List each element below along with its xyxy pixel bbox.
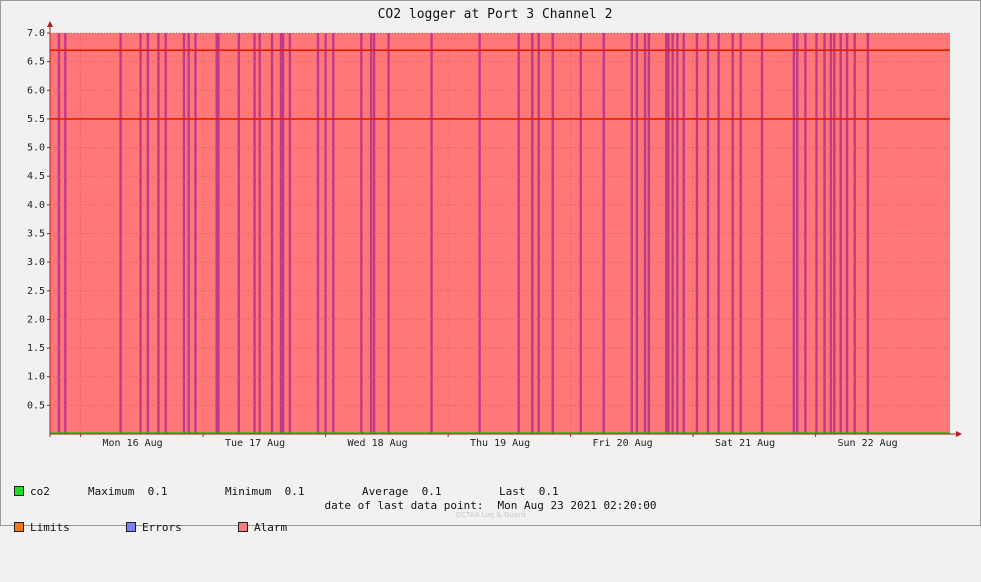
error-stripe [839,33,842,434]
error-stripe [194,33,197,434]
legend-co2-label: co2 [30,485,50,498]
legend-row-states: Limits Errors Alarm [14,522,287,534]
error-stripe [845,33,849,434]
legend-errors-label: Errors [142,521,182,534]
error-stripe [695,33,699,434]
y-tick-label: 3.0 [27,257,45,268]
x-tick-label: Tue 17 Aug [225,438,285,449]
plot-area: 0.5 1.0 1.5 2.0 2.5 3.0 3.5 4.0 4.5 5.0 5.5 6.0 6.5 7… [27,21,962,449]
legend-minimum: Minimum 0.1 [225,486,304,498]
co2-swatch [14,486,24,496]
error-stripe [630,33,634,434]
watermark: OCTAA Log & Guard [455,511,526,519]
error-stripe [531,33,534,434]
minimum-label: Minimum [225,485,272,498]
error-stripe [387,33,390,434]
y-tick-label: 2.0 [27,314,45,325]
error-stripe [643,33,647,434]
x-tick-label: Fri 20 Aug [592,438,652,449]
legend-item-alarm: Alarm [238,522,287,534]
y-tick-label: 5.5 [27,114,45,125]
legend-item-co2: co2 [14,486,50,498]
x-tick-label: Sat 21 Aug [715,438,775,449]
y-tick-label: 3.5 [27,229,45,240]
y-tick-label: 5.0 [27,143,45,154]
y-tick-label: 6.5 [27,57,45,68]
error-stripe [237,33,241,434]
y-tick-label: 6.0 [27,85,45,96]
last-data-point-value: Mon Aug 23 2021 02:20:00 [497,499,657,512]
legend-maximum: Maximum 0.1 [88,486,167,498]
y-tick-label: 1.5 [27,343,45,354]
x-tick-label: Mon 16 Aug [103,438,163,449]
alarm-swatch [238,522,248,532]
maximum-label: Maximum [88,485,135,498]
error-stripe [866,33,870,434]
last-data-point-label: date of last data point: [324,499,484,512]
error-stripe [324,33,327,434]
average-label: Average [362,485,409,498]
error-stripe [665,33,668,434]
error-stripe [119,33,122,434]
legend-last: Last 0.1 [499,486,559,498]
y-tick-label: 1.0 [27,372,45,383]
error-stripe [258,33,261,434]
last-value: 0.1 [538,485,559,498]
chart-title: CO2 logger at Port 3 Channel 2 [378,7,613,22]
average-value: 0.1 [421,485,442,498]
y-tick-label: 0.5 [27,400,45,411]
error-stripe [279,33,283,434]
minimum-value: 0.1 [284,485,305,498]
error-stripe [360,33,363,434]
error-stripe [332,33,335,434]
legend-item-limits: Limits [14,522,70,534]
error-stripe [602,33,605,434]
error-stripe [792,33,796,434]
x-axis-arrow [956,431,962,437]
error-stripe [760,33,764,434]
x-tick-label: Thu 19 Aug [470,438,530,449]
error-stripe [537,33,540,434]
error-stripe [804,33,807,434]
legend-alarm-label: Alarm [254,521,288,534]
y-tick-label: 4.0 [27,200,45,211]
error-stripe [57,33,61,434]
error-stripe [671,33,674,434]
error-stripe [833,33,836,434]
errors-swatch [126,522,136,532]
y-tick-label: 2.5 [27,286,45,297]
error-stripe [815,33,818,434]
error-stripe [281,33,285,434]
legend-average: Average 0.1 [362,486,441,498]
legend-item-errors: Errors [126,522,182,534]
limits-swatch [14,522,24,532]
error-stripe [164,33,167,434]
legend-row-stats: co2 Maximum 0.1 Minimum 0.1 Average 0.1 … [14,486,559,498]
y-tick-label: 7.0 [27,28,45,39]
maximum-value: 0.1 [147,485,168,498]
error-stripe [635,33,639,434]
error-stripe [146,33,150,434]
y-axis-arrow [47,21,53,27]
error-stripe [182,33,186,434]
last-data-point: date of last data point: Mon Aug 23 2021 … [0,499,981,512]
chart-svg: CO2 logger at Port 3 Channel 2 0.5 1.0 1.5… [27,7,962,449]
error-stripe [579,33,583,434]
y-tick-label: 4.5 [27,171,45,182]
error-stripe [731,33,734,434]
x-tick-label: Wed 18 Aug [348,438,408,449]
legend-limits-label: Limits [30,521,70,534]
error-stripe [215,33,218,434]
error-stripe [288,33,292,434]
error-stripe [551,33,554,434]
error-stripe [647,33,651,434]
last-label: Last [499,485,526,498]
x-tick-label: Sun 22 Aug [837,438,897,449]
error-stripe [717,33,720,434]
